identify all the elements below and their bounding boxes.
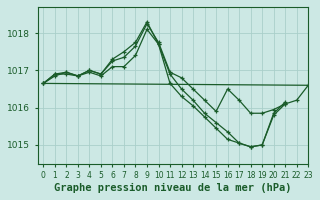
X-axis label: Graphe pression niveau de la mer (hPa): Graphe pression niveau de la mer (hPa)	[54, 183, 292, 193]
